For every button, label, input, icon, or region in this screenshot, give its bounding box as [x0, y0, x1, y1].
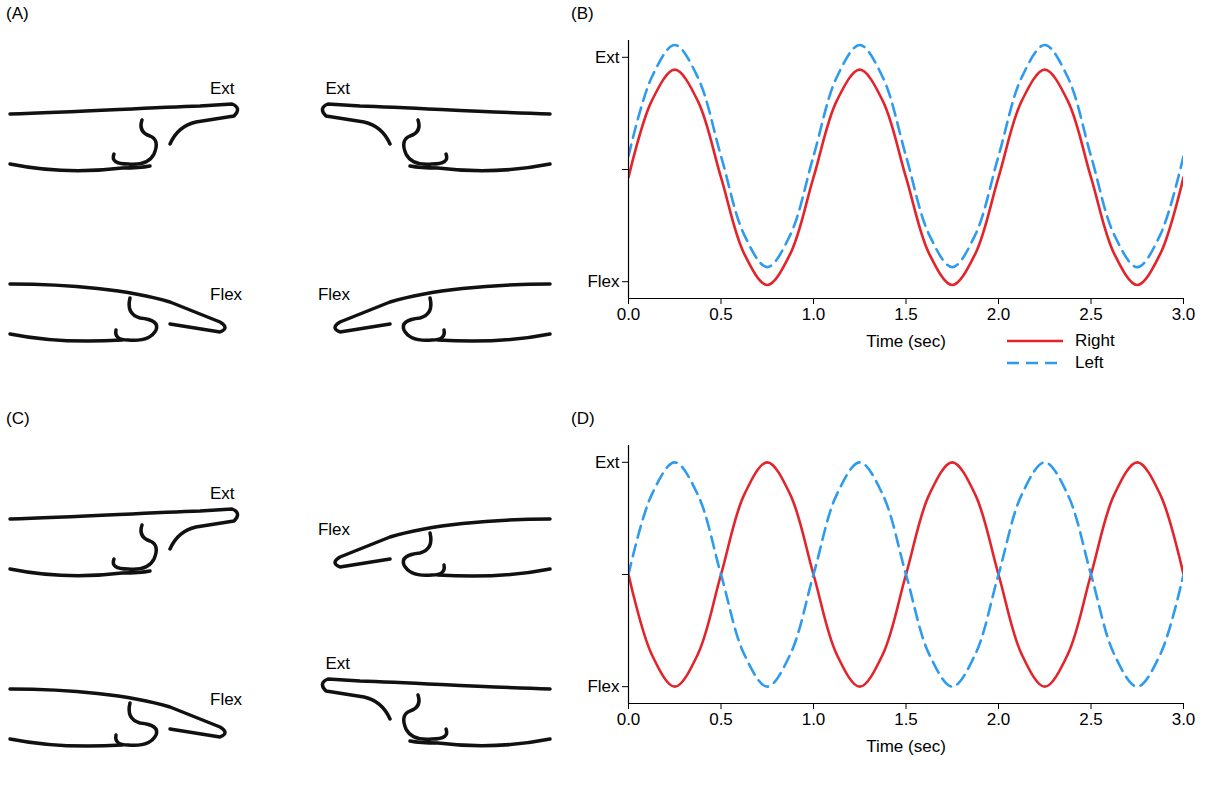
- svg-text:Flex: Flex: [587, 677, 620, 696]
- html-text:Right: Right: [1075, 331, 1115, 350]
- svg-text:2.5: 2.5: [1079, 305, 1103, 324]
- html-text:(A): (A): [6, 4, 29, 23]
- svg-text:1.5: 1.5: [894, 305, 918, 324]
- svg-text:1.5: 1.5: [894, 710, 918, 729]
- svg-text:Time (sec): Time (sec): [866, 737, 946, 756]
- svg-text:1.0: 1.0: [802, 305, 826, 324]
- html-text:(D): (D): [571, 409, 595, 428]
- html-text:(C): (C): [6, 409, 30, 428]
- svg-text:2.0: 2.0: [987, 305, 1011, 324]
- svg-text:Ext: Ext: [325, 654, 350, 673]
- svg-text:Flex: Flex: [587, 272, 620, 291]
- svg-text:Ext: Ext: [210, 484, 235, 503]
- svg-text:Flex: Flex: [210, 690, 243, 709]
- svg-text:Ext: Ext: [595, 453, 620, 472]
- svg-text:2.0: 2.0: [987, 710, 1011, 729]
- html-text:Left: Left: [1075, 353, 1104, 372]
- svg-text:0.0: 0.0: [617, 305, 641, 324]
- svg-text:Flex: Flex: [318, 285, 351, 304]
- svg-text:0.5: 0.5: [709, 305, 733, 324]
- svg-text:0.0: 0.0: [617, 710, 641, 729]
- svg-text:Ext: Ext: [325, 79, 350, 98]
- svg-text:Time (sec): Time (sec): [866, 332, 946, 351]
- html-text:(B): (B): [571, 4, 594, 23]
- svg-text:Ext: Ext: [595, 48, 620, 67]
- svg-text:3.0: 3.0: [1172, 305, 1196, 324]
- svg-text:0.5: 0.5: [709, 710, 733, 729]
- svg-text:1.0: 1.0: [802, 710, 826, 729]
- svg-text:2.5: 2.5: [1079, 710, 1103, 729]
- svg-text:Ext: Ext: [210, 79, 235, 98]
- svg-text:3.0: 3.0: [1172, 710, 1196, 729]
- svg-text:Flex: Flex: [318, 520, 351, 539]
- svg-text:Flex: Flex: [210, 285, 243, 304]
